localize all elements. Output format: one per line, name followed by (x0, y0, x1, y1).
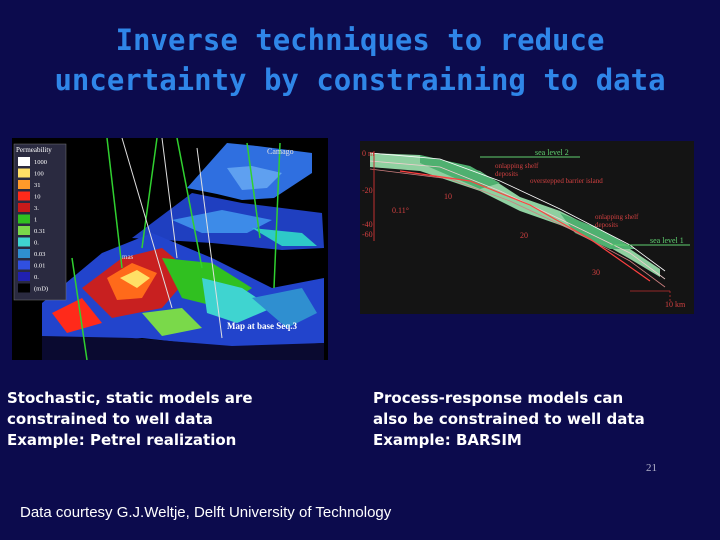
legend-value: 3. (34, 205, 39, 212)
legend-swatch (18, 180, 30, 189)
legend-value: 0. (34, 240, 39, 247)
legend-swatch (18, 203, 30, 212)
legend-value: 31 (34, 182, 41, 189)
legend-value: 0.01 (34, 263, 45, 270)
barsim-caption-line-3: Example: BARSIM (373, 431, 522, 449)
legend-swatch (18, 260, 30, 270)
petrel-caption-line-1: Stochastic, static models are (7, 389, 253, 407)
barsim-model-image: 0 m -20 -40 -60 sea level 2 sea level 1 … (360, 141, 694, 314)
time-label-20: 20 (520, 231, 528, 240)
legend-value: 100 (34, 171, 44, 178)
page-number: 21 (646, 462, 657, 474)
barsim-caption: Process-response models can also be cons… (373, 388, 693, 451)
angle-label: 0.11° (392, 206, 409, 215)
petrel-caption-line-3: Example: Petrel realization (7, 431, 237, 449)
petrel-3d-view: Camago mas Map at base Seq.3 Permeabilit… (12, 138, 328, 360)
legend-swatch (18, 249, 30, 258)
time-label-10: 10 (444, 192, 452, 201)
map-label: Map at base Seq.3 (227, 321, 298, 331)
legend-swatch (18, 214, 30, 224)
legend-swatch (18, 237, 30, 247)
depth-label-0: 0 m (362, 149, 375, 158)
legend-swatch (18, 168, 30, 178)
barsim-caption-line-2: also be constrained to well data (373, 410, 645, 428)
legend-value: 1 (34, 217, 37, 224)
slide-title: Inverse techniques to reduce uncertainty… (20, 20, 700, 100)
petrel-caption: Stochastic, static models are constraine… (7, 388, 327, 451)
legend-value: 0.03 (34, 251, 45, 258)
petrel-realization-image: Camago mas Map at base Seq.3 Permeabilit… (12, 138, 328, 360)
shelf-label-2b: deposits (595, 221, 618, 229)
legend-value: (mD) (34, 286, 48, 293)
title-line-1: Inverse techniques to reduce (115, 23, 605, 57)
legend-value: 0.31 (34, 228, 45, 235)
legend-swatch (18, 226, 30, 235)
barsim-caption-line-1: Process-response models can (373, 389, 624, 407)
permeability-legend: Permeability 100010031103.10.310.0.030.0… (13, 143, 67, 301)
depth-label-20: -20 (362, 186, 373, 195)
data-credit: Data courtesy G.J.Weltje, Delft Universi… (20, 504, 392, 521)
legend-value: 0. (34, 274, 39, 281)
legend-value: 10 (34, 194, 41, 201)
shelf-label-1b: deposits (495, 170, 518, 178)
legend-title: Permeability (16, 146, 52, 154)
depth-label-60: -60 (362, 230, 373, 239)
legend-value: 1000 (34, 159, 47, 166)
depth-label-40: -40 (362, 220, 373, 229)
label-camago: Camago (267, 147, 294, 156)
petrel-caption-line-2: constrained to well data (7, 410, 213, 428)
shelf-label-2a: onlapping shelf (595, 213, 639, 221)
legend-swatch (18, 157, 30, 166)
barrier-label: overstepped barrier island (530, 177, 603, 185)
label-mas: mas (122, 253, 134, 261)
distance-label: 10 km (665, 300, 686, 309)
title-line-2: uncertainty by constraining to data (54, 63, 666, 97)
legend-swatch (18, 191, 30, 201)
legend-swatch (18, 272, 30, 281)
sea-level-1-label: sea level 1 (650, 236, 684, 245)
legend-swatch (18, 283, 30, 293)
barsim-cross-section: 0 m -20 -40 -60 sea level 2 sea level 1 … (360, 141, 694, 314)
shelf-label-1a: onlapping shelf (495, 162, 539, 170)
time-label-30: 30 (592, 268, 600, 277)
sea-level-2-label: sea level 2 (535, 148, 569, 157)
